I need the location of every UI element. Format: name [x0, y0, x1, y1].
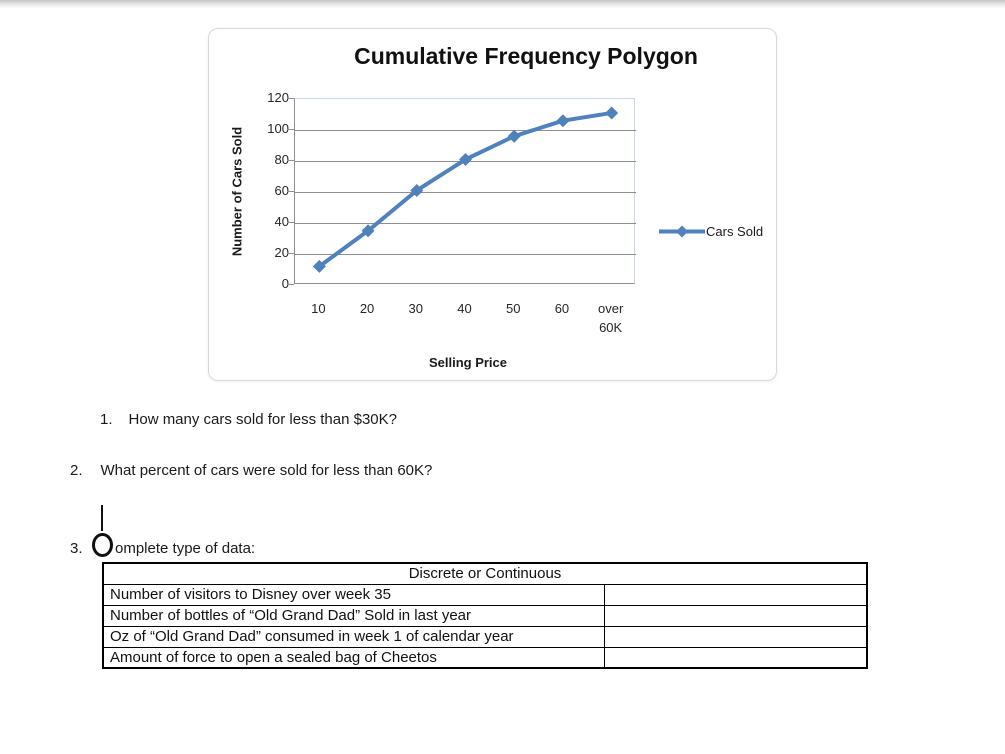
- x-tick-label: over 60K: [597, 301, 624, 335]
- question-3-text: omplete type of data:: [115, 540, 256, 557]
- diamond-marker-icon: [605, 106, 619, 120]
- question-2-text: What percent of cars were sold for less …: [100, 462, 433, 479]
- chart-title: Cumulative Frequency Polygon: [354, 43, 698, 69]
- circle-annotation: [92, 533, 113, 557]
- table-row: Amount of force to open a sealed bag of …: [102, 646, 868, 669]
- table-header-cell: Discrete or Continuous: [102, 562, 868, 585]
- row-label-cell: Number of bottles of “Old Grand Dad” Sol…: [102, 604, 605, 627]
- diamond-marker-icon: [507, 129, 521, 143]
- gridline: [295, 222, 636, 224]
- y-tick-label: 40: [274, 214, 289, 229]
- diamond-marker-icon: [361, 224, 375, 238]
- x-tick-label: 60: [554, 301, 570, 316]
- diamond-marker-icon: [556, 114, 570, 128]
- legend: Cars Sold: [659, 224, 763, 239]
- diamond-marker-icon: [459, 152, 472, 166]
- table-row: Number of visitors to Disney over week 3…: [102, 583, 868, 606]
- chart-object[interactable]: Cumulative Frequency Polygon Number of C…: [208, 28, 777, 381]
- y-tick-label: 120: [267, 90, 289, 105]
- diamond-marker-icon: [410, 183, 424, 197]
- question-3-number: 3.: [70, 540, 83, 557]
- text-caret: [101, 505, 103, 531]
- y-axis-tick-mark: [287, 253, 294, 254]
- answer-cell[interactable]: [603, 583, 868, 606]
- legend-label: Cars Sold: [706, 224, 764, 239]
- y-axis-tick-mark: [287, 222, 294, 223]
- x-tick-label: 40: [457, 301, 472, 316]
- x-tick-label: 10: [311, 301, 326, 316]
- question-1-number: 1.: [100, 411, 113, 428]
- table-row: Oz of “Old Grand Dad” consumed in week 1…: [102, 625, 868, 648]
- table-header-row: Discrete or Continuous: [102, 562, 868, 585]
- answer-cell[interactable]: [603, 625, 868, 648]
- y-axis-tick-mark: [287, 160, 294, 161]
- y-axis-tick-mark: [287, 98, 294, 99]
- gridline: [295, 191, 636, 193]
- x-axis-title: Selling Price: [428, 355, 508, 370]
- question-1-text: How many cars sold for less than $30K?: [128, 411, 397, 428]
- cars-sold-line-series: [312, 106, 619, 273]
- window-edge-strip: [0, 0, 1005, 9]
- line-path: [318, 110, 612, 269]
- x-tick-label: 30: [408, 301, 424, 316]
- y-tick-label: 80: [274, 152, 289, 167]
- diamond-marker-icon: [312, 259, 326, 273]
- y-tick-label: 100: [267, 121, 289, 136]
- y-axis-tick-mark: [287, 284, 294, 285]
- x-tick-label: 20: [359, 301, 375, 316]
- y-tick-label: 20: [274, 245, 289, 260]
- data-type-table: Discrete or Continuous Number of visitor…: [102, 562, 869, 669]
- question-2-number: 2.: [70, 462, 83, 479]
- legend-line-marker-icon: [659, 225, 705, 238]
- x-tick-label: 50: [505, 301, 521, 316]
- question-2: 2. What percent of cars were sold for les…: [70, 462, 432, 479]
- row-label-cell: Oz of “Old Grand Dad” consumed in week 1…: [102, 625, 605, 648]
- answer-cell[interactable]: [603, 604, 868, 627]
- gridline: [295, 129, 636, 131]
- y-axis-tick-mark: [287, 129, 294, 130]
- y-tick-label: 0: [281, 276, 289, 291]
- y-axis-title: Number of Cars Sold: [229, 126, 245, 257]
- gridline: [295, 253, 636, 255]
- y-axis-tick-mark: [287, 191, 294, 192]
- answer-cell[interactable]: [603, 646, 868, 669]
- row-label-cell: Amount of force to open a sealed bag of …: [102, 646, 605, 669]
- row-label-cell: Number of visitors to Disney over week 3…: [102, 583, 605, 606]
- y-tick-label: 60: [274, 183, 289, 198]
- question-1: 1. How many cars sold for less than $30K?: [100, 411, 397, 428]
- plot-area: [294, 98, 636, 284]
- table-row: Number of bottles of “Old Grand Dad” Sol…: [102, 604, 868, 627]
